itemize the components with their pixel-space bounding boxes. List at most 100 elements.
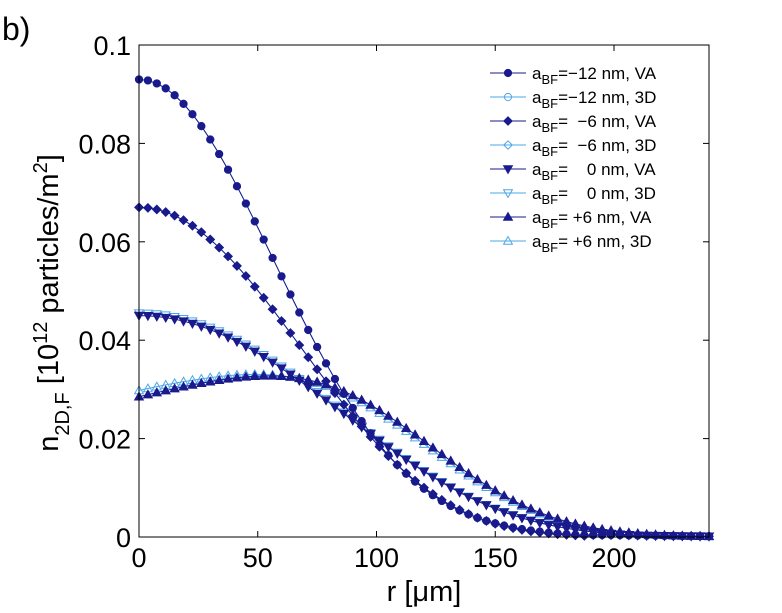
legend-label: aBF= 0 nm, 3D <box>532 184 656 207</box>
data-point <box>400 455 412 466</box>
data-point <box>160 313 171 324</box>
legend-item: aBF= −6 nm, VA <box>490 112 657 135</box>
legend-item: aBF= +6 nm, 3D <box>490 232 652 255</box>
series-2 <box>134 202 714 542</box>
y-label-bracket-close: ] <box>33 154 65 162</box>
legend-label-main: a <box>532 184 542 203</box>
data-point <box>383 443 394 453</box>
data-point <box>534 507 546 517</box>
data-point <box>178 381 189 391</box>
legend-label-rest: = −6 nm, 3D <box>558 136 656 155</box>
data-point <box>463 509 474 519</box>
legend-label-rest: = +6 nm, VA <box>558 208 652 227</box>
data-point <box>152 79 161 88</box>
data-point <box>543 528 554 539</box>
data-point <box>222 373 234 383</box>
data-point <box>481 516 492 526</box>
data-point <box>454 504 465 515</box>
legend-label: aBF=−12 nm, VA <box>532 64 657 87</box>
data-point <box>196 377 207 388</box>
data-point <box>196 322 207 332</box>
data-point <box>169 210 180 221</box>
legend-marker <box>502 235 514 245</box>
data-point <box>312 364 323 375</box>
data-point <box>418 467 430 477</box>
data-point <box>267 358 278 368</box>
data-point <box>258 352 269 363</box>
data-point <box>161 84 170 93</box>
legend-item: aBF=−12 nm, VA <box>490 64 657 87</box>
data-point <box>250 217 259 226</box>
data-point <box>178 215 189 226</box>
x-tick-label: 0 <box>131 543 146 573</box>
y-axis-label: n2D,F [1012 particles/m2] <box>30 154 74 452</box>
data-point <box>365 399 376 409</box>
data-point <box>160 207 171 217</box>
data-point <box>143 76 153 85</box>
legend-label-sub: BF <box>541 192 558 207</box>
data-point <box>169 383 180 393</box>
data-point <box>418 435 430 445</box>
data-point <box>329 403 341 413</box>
data-point <box>142 202 153 213</box>
data-point <box>400 422 412 433</box>
data-point <box>570 518 581 528</box>
data-point <box>276 370 287 381</box>
data-point <box>498 508 510 518</box>
data-point <box>231 372 243 382</box>
x-tick-label: 50 <box>243 543 273 573</box>
data-point <box>427 489 438 499</box>
data-point <box>392 416 403 426</box>
data-point <box>215 149 224 159</box>
series-line <box>138 312 710 537</box>
y-tick-label: 0 <box>116 523 131 553</box>
series-line <box>138 315 710 537</box>
legend-label-main: a <box>532 136 542 155</box>
data-point <box>240 371 252 381</box>
data-point <box>356 423 367 433</box>
data-point <box>552 513 563 523</box>
legend-label-main: a <box>532 232 542 251</box>
legend-item: aBF= 0 nm, 3D <box>490 184 656 207</box>
data-point <box>320 379 332 389</box>
data-point <box>534 519 546 529</box>
legend-label-rest: =−12 nm, 3D <box>558 88 656 107</box>
data-point <box>268 253 277 263</box>
legend-label-sub: BF <box>541 240 558 255</box>
data-point <box>516 514 528 524</box>
data-point <box>623 527 635 537</box>
data-point <box>142 389 154 399</box>
data-point <box>347 389 359 400</box>
data-point <box>294 372 305 382</box>
y-label-subscript: 2D,F <box>52 392 74 435</box>
y-tick-label: 0.02 <box>78 425 131 455</box>
series-7 <box>133 368 715 541</box>
data-point <box>489 485 501 495</box>
x-tick-label: 100 <box>354 543 399 573</box>
data-point <box>374 441 385 452</box>
data-point <box>204 376 216 386</box>
data-point <box>507 511 519 521</box>
legend-label-main: a <box>532 88 542 107</box>
data-point <box>294 340 305 350</box>
data-point <box>187 319 198 330</box>
data-point <box>410 475 421 486</box>
data-point <box>419 482 429 493</box>
legend-label-rest: = −6 nm, VA <box>558 112 657 131</box>
data-point <box>232 261 242 271</box>
data-point <box>277 272 286 281</box>
data-point <box>383 410 394 420</box>
data-point <box>472 512 483 523</box>
data-point <box>267 304 278 315</box>
data-point <box>160 385 171 395</box>
data-point <box>295 308 304 317</box>
data-point <box>348 403 357 413</box>
legend-label-sub: BF <box>541 168 558 183</box>
series-line <box>138 375 710 537</box>
data-point <box>516 499 528 509</box>
y-label-bracket-open: [10 <box>33 344 65 392</box>
data-point <box>213 329 225 339</box>
y-label-unit-exponent: 2 <box>30 162 52 173</box>
data-point <box>222 333 234 343</box>
